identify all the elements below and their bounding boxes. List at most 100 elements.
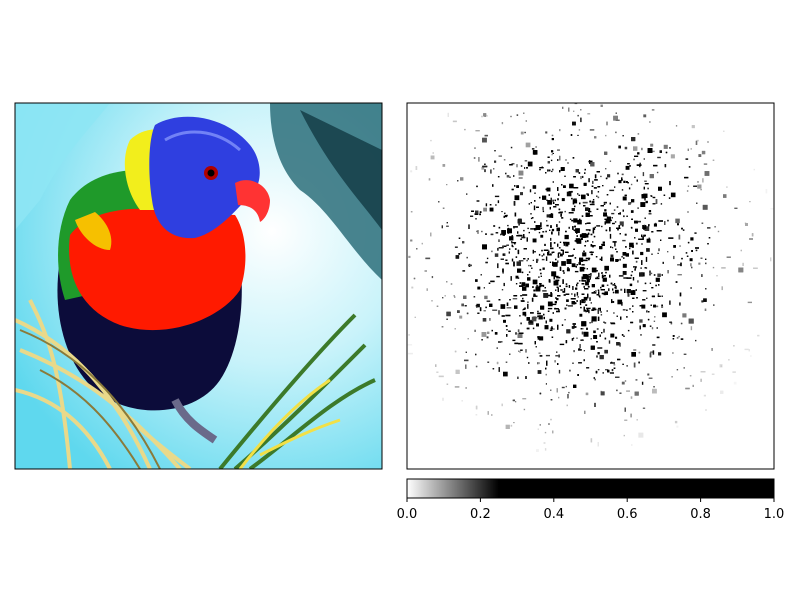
saliency-point <box>552 181 554 183</box>
saliency-point <box>581 293 585 295</box>
saliency-point <box>572 199 575 205</box>
saliency-point <box>572 226 574 230</box>
saliency-point <box>561 261 566 266</box>
saliency-point <box>590 233 593 236</box>
saliency-point <box>530 217 533 220</box>
saliency-point <box>431 276 434 279</box>
saliency-point <box>596 171 600 173</box>
saliency-point <box>586 222 591 224</box>
saliency-point <box>592 180 594 184</box>
saliency-point <box>604 221 606 225</box>
saliency-point <box>676 337 679 339</box>
saliency-point <box>586 193 588 195</box>
saliency-point <box>537 362 539 365</box>
saliency-point <box>655 284 657 287</box>
saliency-point <box>547 169 549 172</box>
saliency-point <box>541 255 543 257</box>
saliency-point <box>643 234 646 237</box>
saliency-point <box>564 251 569 253</box>
saliency-point <box>616 206 619 208</box>
saliency-point <box>482 244 487 250</box>
saliency-point <box>600 391 605 396</box>
saliency-point <box>570 298 576 300</box>
saliency-point <box>582 328 584 330</box>
saliency-point <box>562 249 564 255</box>
saliency-point <box>647 373 650 376</box>
saliency-point <box>672 335 675 337</box>
saliency-point <box>601 225 603 228</box>
saliency-point <box>597 191 600 193</box>
saliency-point <box>513 261 515 267</box>
saliency-point <box>647 318 650 321</box>
saliency-point <box>717 230 720 233</box>
saliency-point <box>644 226 650 231</box>
saliency-point <box>455 369 460 374</box>
saliency-point <box>475 279 478 282</box>
saliency-point <box>460 177 464 181</box>
saliency-point <box>649 352 652 358</box>
saliency-point <box>513 422 515 424</box>
saliency-point <box>686 255 689 257</box>
saliency-point <box>475 218 477 220</box>
saliency-point <box>623 277 628 279</box>
saliency-point <box>526 259 528 262</box>
saliency-point <box>568 255 573 257</box>
saliency-point <box>598 307 600 310</box>
saliency-point <box>584 288 589 290</box>
saliency-point <box>723 194 727 198</box>
saliency-point <box>538 285 542 288</box>
saliency-point <box>670 154 675 159</box>
saliency-point <box>574 103 578 105</box>
saliency-point <box>560 167 565 171</box>
saliency-point <box>550 418 552 421</box>
saliency-point <box>455 255 460 259</box>
saliency-point <box>444 295 446 297</box>
foliage-shadow <box>300 110 382 230</box>
saliency-point <box>583 259 588 262</box>
saliency-point <box>509 164 513 166</box>
saliency-point <box>446 281 448 283</box>
saliency-point <box>638 238 644 240</box>
saliency-point <box>553 275 555 280</box>
saliency-point <box>536 323 539 327</box>
saliency-point <box>514 195 520 201</box>
saliency-point <box>604 151 608 155</box>
saliency-point <box>475 353 477 356</box>
saliency-point <box>690 287 692 289</box>
saliency-point <box>520 192 523 196</box>
saliency-point <box>576 300 578 302</box>
saliency-point <box>543 293 549 298</box>
saliency-point <box>525 142 531 148</box>
saliency-point <box>636 419 638 421</box>
saliency-point <box>554 308 559 310</box>
saliency-point <box>475 365 478 368</box>
saliency-point <box>496 232 499 234</box>
saliency-point <box>509 176 511 178</box>
saliency-point <box>552 251 555 253</box>
saliency-point <box>611 212 615 215</box>
saliency-point <box>494 150 496 152</box>
saliency-point <box>454 386 460 388</box>
saliency-point <box>600 175 602 178</box>
saliency-point <box>553 242 556 244</box>
saliency-point <box>639 272 644 277</box>
saliency-point <box>701 300 704 303</box>
colorbar-tick-label: 0.6 <box>617 507 638 522</box>
saliency-point <box>705 262 707 265</box>
saliency-point <box>621 189 624 191</box>
saliency-point <box>544 431 547 434</box>
saliency-point <box>622 271 627 275</box>
saliency-point <box>648 213 652 215</box>
saliency-point <box>624 419 628 421</box>
saliency-point <box>687 148 689 151</box>
saliency-point <box>545 172 547 174</box>
saliency-point <box>550 242 552 248</box>
saliency-point <box>677 264 682 266</box>
saliency-point <box>519 315 521 317</box>
saliency-point <box>501 341 503 343</box>
saliency-point <box>578 348 580 351</box>
saliency-point <box>506 244 509 246</box>
saliency-point <box>634 257 639 259</box>
saliency-point <box>583 182 587 186</box>
saliency-point <box>430 232 432 237</box>
